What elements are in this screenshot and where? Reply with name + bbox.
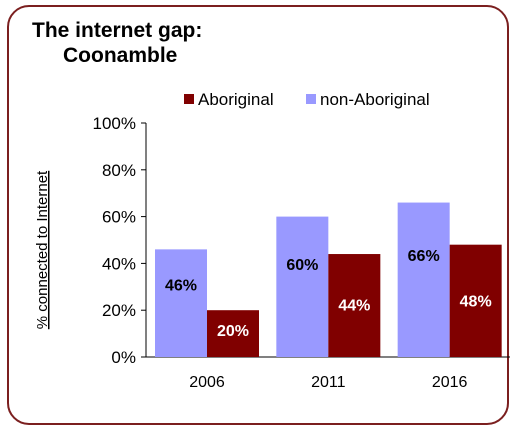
bar [207,310,259,357]
bar [449,244,502,357]
x-tick-label: 2011 [311,374,346,391]
legend-swatch [184,94,194,104]
y-tick-label: 60% [102,208,136,227]
bar [276,216,329,357]
data-label: 48% [460,293,492,310]
y-tick-label: 100% [93,114,136,133]
y-tick-label: 20% [102,301,136,320]
chart-title: The internet gap: Coonamble [32,18,202,68]
bar [155,249,207,357]
bar-chart: 0% 20% 40% 60% 80% 100% % connected to Interne… [34,90,510,391]
bar [328,254,381,357]
legend-label: Aboriginal [198,90,274,109]
y-tick-label: 0% [111,348,136,367]
y-tick-label: 80% [102,161,136,180]
x-tick-label: 2016 [432,374,468,391]
bar [397,202,450,357]
chart-title-line: The internet gap: [32,19,203,42]
data-label: 66% [408,248,440,265]
legend-label: non-Aboriginal [320,90,430,109]
x-tick-label: 2006 [189,374,225,391]
chart-subtitle: Coonamble [63,44,178,67]
legend-swatch [306,94,316,104]
data-label: 44% [338,298,370,315]
data-label: 60% [286,257,318,274]
y-axis-label: % connected to Internet [34,170,51,329]
data-label: 20% [217,323,249,340]
y-tick-label: 40% [102,254,136,273]
data-label: 46% [165,277,197,294]
